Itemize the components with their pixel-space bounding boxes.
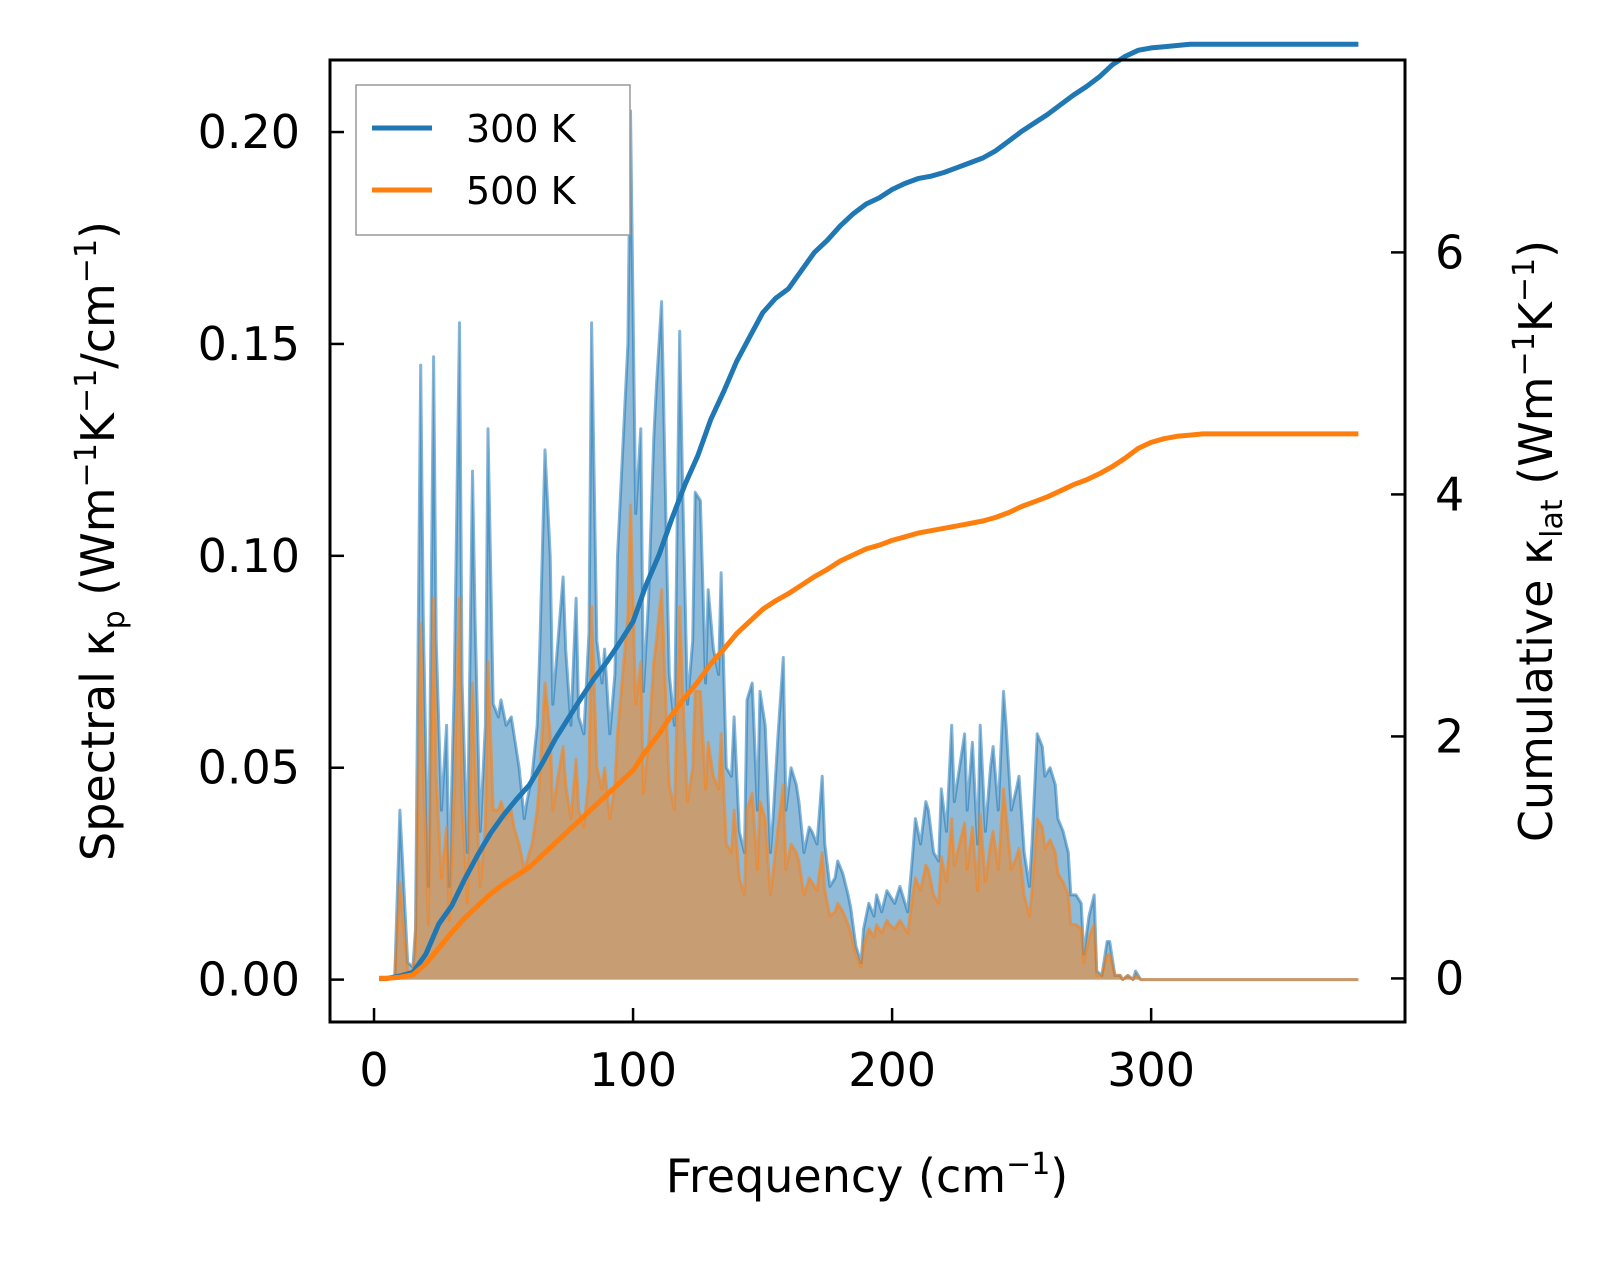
y-right-axis-title: Cumulative κlat (Wm−1K−1)	[1507, 240, 1570, 842]
cumulative-line-300k	[379, 41, 1359, 981]
legend-label-300k: 300 K	[466, 107, 577, 151]
legend: 300 K 500 K	[355, 84, 631, 236]
y-left-tick-label: 0.00	[198, 953, 300, 1007]
spectral-fill-areas	[379, 110, 1359, 980]
spectral-line-300k	[379, 109, 1359, 982]
y-right-tick-label: 6	[1435, 225, 1464, 279]
y-right-axis-ticks: 0 2 4 6	[1391, 225, 1464, 1005]
y-right-tick-label: 0	[1435, 951, 1464, 1005]
y-left-axis-title: Spectral κp (Wm−1K−1/cm−1)	[69, 221, 132, 861]
y-left-axis-ticks: 0.00 0.05 0.10 0.15 0.20	[198, 105, 344, 1007]
legend-label-500k: 500 K	[466, 169, 577, 213]
y-right-tick-label: 2	[1435, 709, 1464, 763]
x-axis-title: Frequency (cm−1)	[666, 1147, 1069, 1203]
cumulative-line-500k	[379, 431, 1359, 981]
x-axis-ticks: 0 100 200 300	[359, 1008, 1195, 1097]
data-lines	[379, 41, 1359, 982]
x-tick-label: 200	[848, 1043, 936, 1097]
legend-box	[355, 84, 631, 236]
y-left-tick-label: 0.15	[198, 317, 300, 371]
plot-frame	[328, 58, 1407, 1024]
y-left-tick-label: 0.05	[198, 741, 300, 795]
x-tick-label: 0	[359, 1043, 388, 1097]
x-tick-label: 100	[589, 1043, 677, 1097]
y-left-tick-label: 0.10	[198, 529, 300, 583]
spectral-fill-500k	[379, 505, 1359, 980]
spectral-line-500k	[379, 503, 1359, 982]
x-tick-label: 300	[1107, 1043, 1195, 1097]
y-right-tick-label: 4	[1435, 467, 1464, 521]
y-left-tick-label: 0.20	[198, 105, 300, 159]
spectral-fill-300k	[379, 110, 1359, 980]
